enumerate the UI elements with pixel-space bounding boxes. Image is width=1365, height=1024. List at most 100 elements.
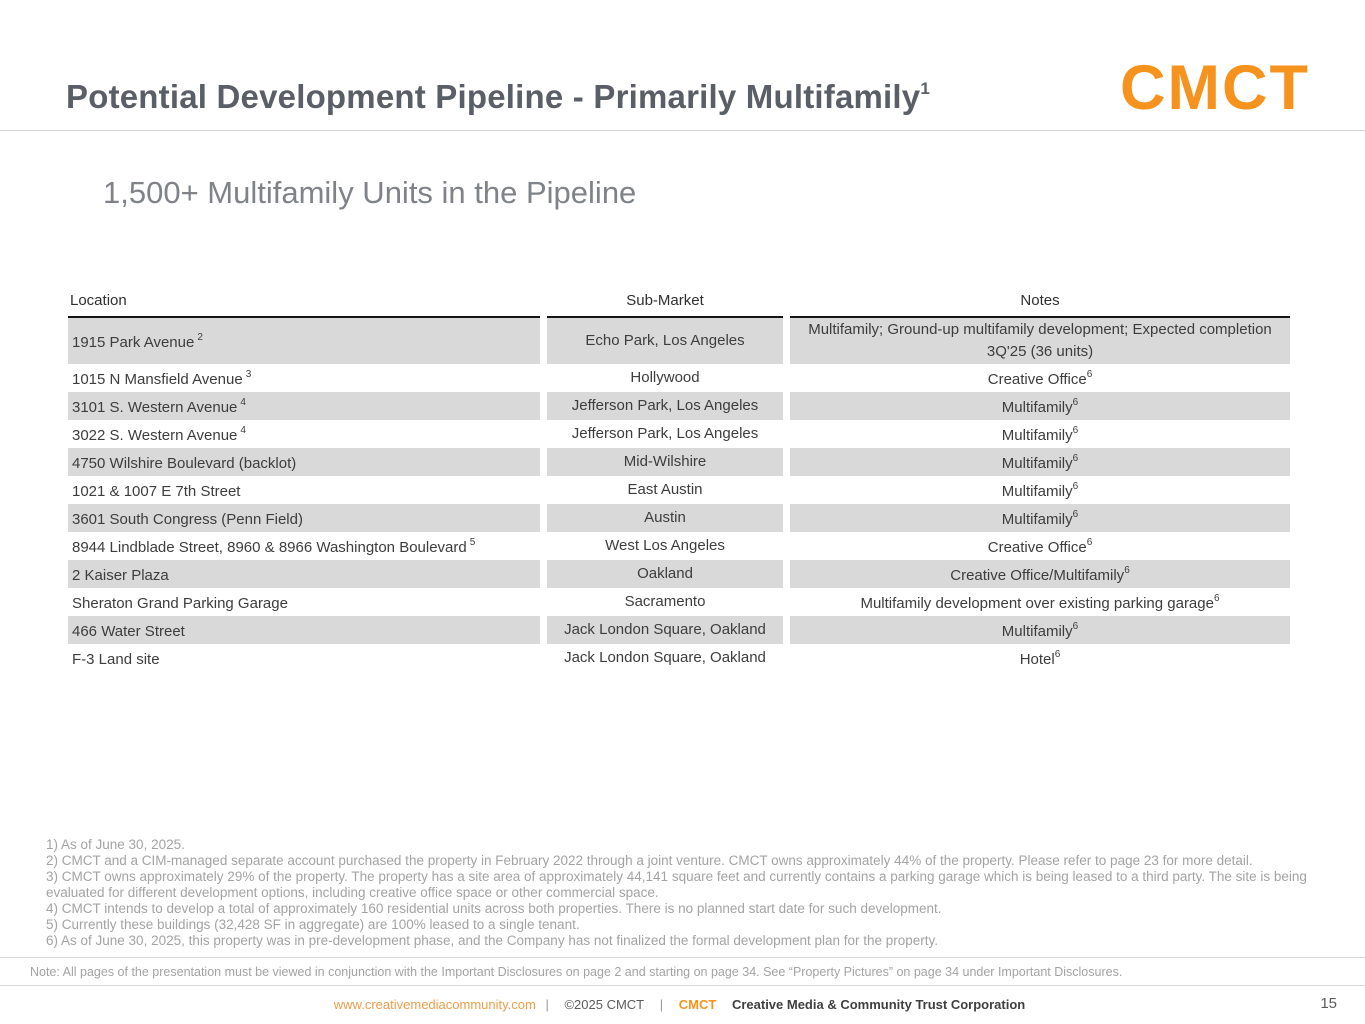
notes-text: Multifamily development over existing pa… (860, 595, 1214, 612)
table-row: 3022 S. Western Avenue 4 Jefferson Park, … (68, 420, 1290, 448)
footer-center: www.creativemediacommunity.com | ©2025 C… (0, 997, 1365, 1012)
cell-submarket: Jack London Square, Oakland (564, 649, 766, 666)
cell-notes: Creative Office/Multifamily6 (790, 560, 1290, 588)
footnote-4: 4) CMCT intends to develop a total of ap… (46, 901, 942, 916)
footnote-2: 2) CMCT and a CIM-managed separate accou… (46, 853, 1253, 868)
page-number: 15 (1320, 995, 1337, 1012)
table-row: 4750 Wilshire Boulevard (backlot) Mid-Wi… (68, 448, 1290, 476)
page-title: Potential Development Pipeline - Primari… (66, 78, 930, 116)
page-title-text: Potential Development Pipeline - Primari… (66, 78, 921, 115)
cell-notes: Multifamily; Ground-up multifamily devel… (790, 318, 1290, 364)
cell-notes: Multifamily6 (790, 448, 1290, 476)
column-header-submarket: Sub-Market (547, 288, 783, 318)
footnote-3: 3) CMCT owns approximately 29% of the pr… (46, 869, 1307, 900)
location-text: 2 Kaiser Plaza (72, 567, 169, 584)
cmct-logo: CMCT (1120, 53, 1310, 123)
notes-text: Creative Office (987, 371, 1087, 388)
cell-location: 3601 South Congress (Penn Field) (68, 504, 540, 532)
cell-submarket: Oakland (547, 560, 783, 588)
cell-location: 1915 Park Avenue 2 (68, 318, 540, 364)
location-text: 3101 S. Western Avenue (72, 399, 238, 416)
cell-notes: Multifamily6 (790, 392, 1290, 420)
notes-text: Multifamily; Ground-up multifamily devel… (808, 321, 1272, 360)
footnote-ref: 2 (197, 332, 203, 343)
footnotes-block: 1) As of June 30, 2025. 2) CMCT and a CI… (46, 837, 1318, 949)
website-link[interactable]: www.creativemediacommunity.com (333, 997, 536, 1012)
notes-text: Multifamily (1001, 623, 1073, 640)
cell-submarket: West Los Angeles (605, 537, 725, 554)
location-text: 3601 South Congress (Penn Field) (72, 511, 303, 528)
location-text: 4750 Wilshire Boulevard (backlot) (72, 455, 297, 472)
table-row: 3601 South Congress (Penn Field) Austin … (68, 504, 1290, 532)
footnote-ref: 6 (1072, 481, 1079, 492)
cell-location: 3101 S. Western Avenue 4 (68, 392, 540, 420)
cell-notes: Multifamily development over existing pa… (790, 588, 1290, 616)
location-text: 466 Water Street (72, 623, 185, 640)
cell-submarket: Jefferson Park, Los Angeles (571, 425, 759, 442)
cell-submarket: Hollywood (630, 369, 700, 386)
cell-location: 4750 Wilshire Boulevard (backlot) (68, 448, 540, 476)
footer-brand: CMCT (678, 997, 717, 1012)
footnote-ref: 6 (1213, 593, 1220, 604)
cell-notes: Creative Office6 (790, 364, 1290, 392)
footnote-ref: 6 (1054, 649, 1061, 660)
notes-text: Creative Office/Multifamily (950, 567, 1125, 584)
cell-submarket: Jack London Square, Oakland (547, 616, 783, 644)
location-text: 8944 Lindblade Street, 8960 & 8966 Washi… (72, 539, 467, 556)
cell-notes: Creative Office6 (790, 532, 1290, 560)
notes-text: Creative Office (987, 539, 1087, 556)
cell-submarket: Jefferson Park, Los Angeles (547, 392, 783, 420)
cell-notes: Multifamily6 (790, 420, 1290, 448)
footnote-ref: 6 (1072, 397, 1079, 408)
cell-location: 1021 & 1007 E 7th Street (68, 476, 540, 504)
footnote-ref: 3 (245, 369, 252, 380)
location-text: F-3 Land site (72, 651, 160, 668)
footnote-ref: 6 (1086, 369, 1093, 380)
cell-location: 2 Kaiser Plaza (68, 560, 540, 588)
footer-separator: | (545, 997, 549, 1012)
cell-submarket: Mid-Wilshire (547, 448, 783, 476)
notes-text: Multifamily (1001, 511, 1073, 528)
location-text: 1915 Park Avenue (72, 334, 195, 351)
copyright-text: ©2025 CMCT (564, 997, 645, 1012)
table-header-row: Location Sub-Market Notes (68, 288, 1290, 318)
cell-notes: Multifamily6 (790, 616, 1290, 644)
cell-location: F-3 Land site (68, 644, 540, 672)
footnote-1: 1) As of June 30, 2025. (46, 837, 185, 852)
notes-text: Hotel (1019, 651, 1055, 668)
cell-submarket: Sacramento (624, 593, 706, 610)
cell-location: 8944 Lindblade Street, 8960 & 8966 Washi… (68, 532, 540, 560)
location-text: 1015 N Mansfield Avenue (72, 371, 243, 388)
footnote-ref: 4 (240, 397, 246, 408)
cell-notes: Multifamily6 (790, 504, 1290, 532)
table-row: Sheraton Grand Parking Garage Sacramento… (68, 588, 1290, 616)
slide-subtitle: 1,500+ Multifamily Units in the Pipeline (103, 175, 637, 210)
table-row: 8944 Lindblade Street, 8960 & 8966 Washi… (68, 532, 1290, 560)
column-header-notes: Notes (790, 288, 1290, 318)
table-row: 3101 S. Western Avenue 4 Jefferson Park, … (68, 392, 1290, 420)
footnote-ref: 6 (1072, 621, 1079, 632)
table-row: 466 Water Street Jack London Square, Oak… (68, 616, 1290, 644)
notes-text: Multifamily (1001, 455, 1073, 472)
cell-location: Sheraton Grand Parking Garage (68, 588, 540, 616)
footnote-ref: 6 (1072, 425, 1079, 436)
cell-notes: Multifamily6 (790, 476, 1290, 504)
cell-location: 1015 N Mansfield Avenue 3 (68, 364, 540, 392)
notes-text: Multifamily (1001, 427, 1073, 444)
table-row: 1015 N Mansfield Avenue 3 Hollywood Creat… (68, 364, 1290, 392)
location-text: 1021 & 1007 E 7th Street (72, 483, 241, 500)
cell-location: 3022 S. Western Avenue 4 (68, 420, 540, 448)
notes-text: Multifamily (1001, 399, 1073, 416)
location-text: 3022 S. Western Avenue (72, 427, 238, 444)
slide-footer: www.creativemediacommunity.com | ©2025 C… (0, 985, 1365, 1024)
footnote-ref: 6 (1124, 565, 1130, 576)
cell-submarket: East Austin (627, 481, 703, 498)
page-title-footnote-ref: 1 (920, 79, 930, 98)
table-row: 1915 Park Avenue 2 Echo Park, Los Angeles… (68, 318, 1290, 364)
pipeline-table: Location Sub-Market Notes 1915 Park Aven… (61, 288, 1297, 672)
location-text: Sheraton Grand Parking Garage (72, 595, 288, 612)
cell-location: 466 Water Street (68, 616, 540, 644)
footnote-ref: 6 (1072, 453, 1079, 464)
cell-submarket: Echo Park, Los Angeles (547, 318, 783, 364)
slide-header: Potential Development Pipeline - Primari… (0, 0, 1365, 131)
